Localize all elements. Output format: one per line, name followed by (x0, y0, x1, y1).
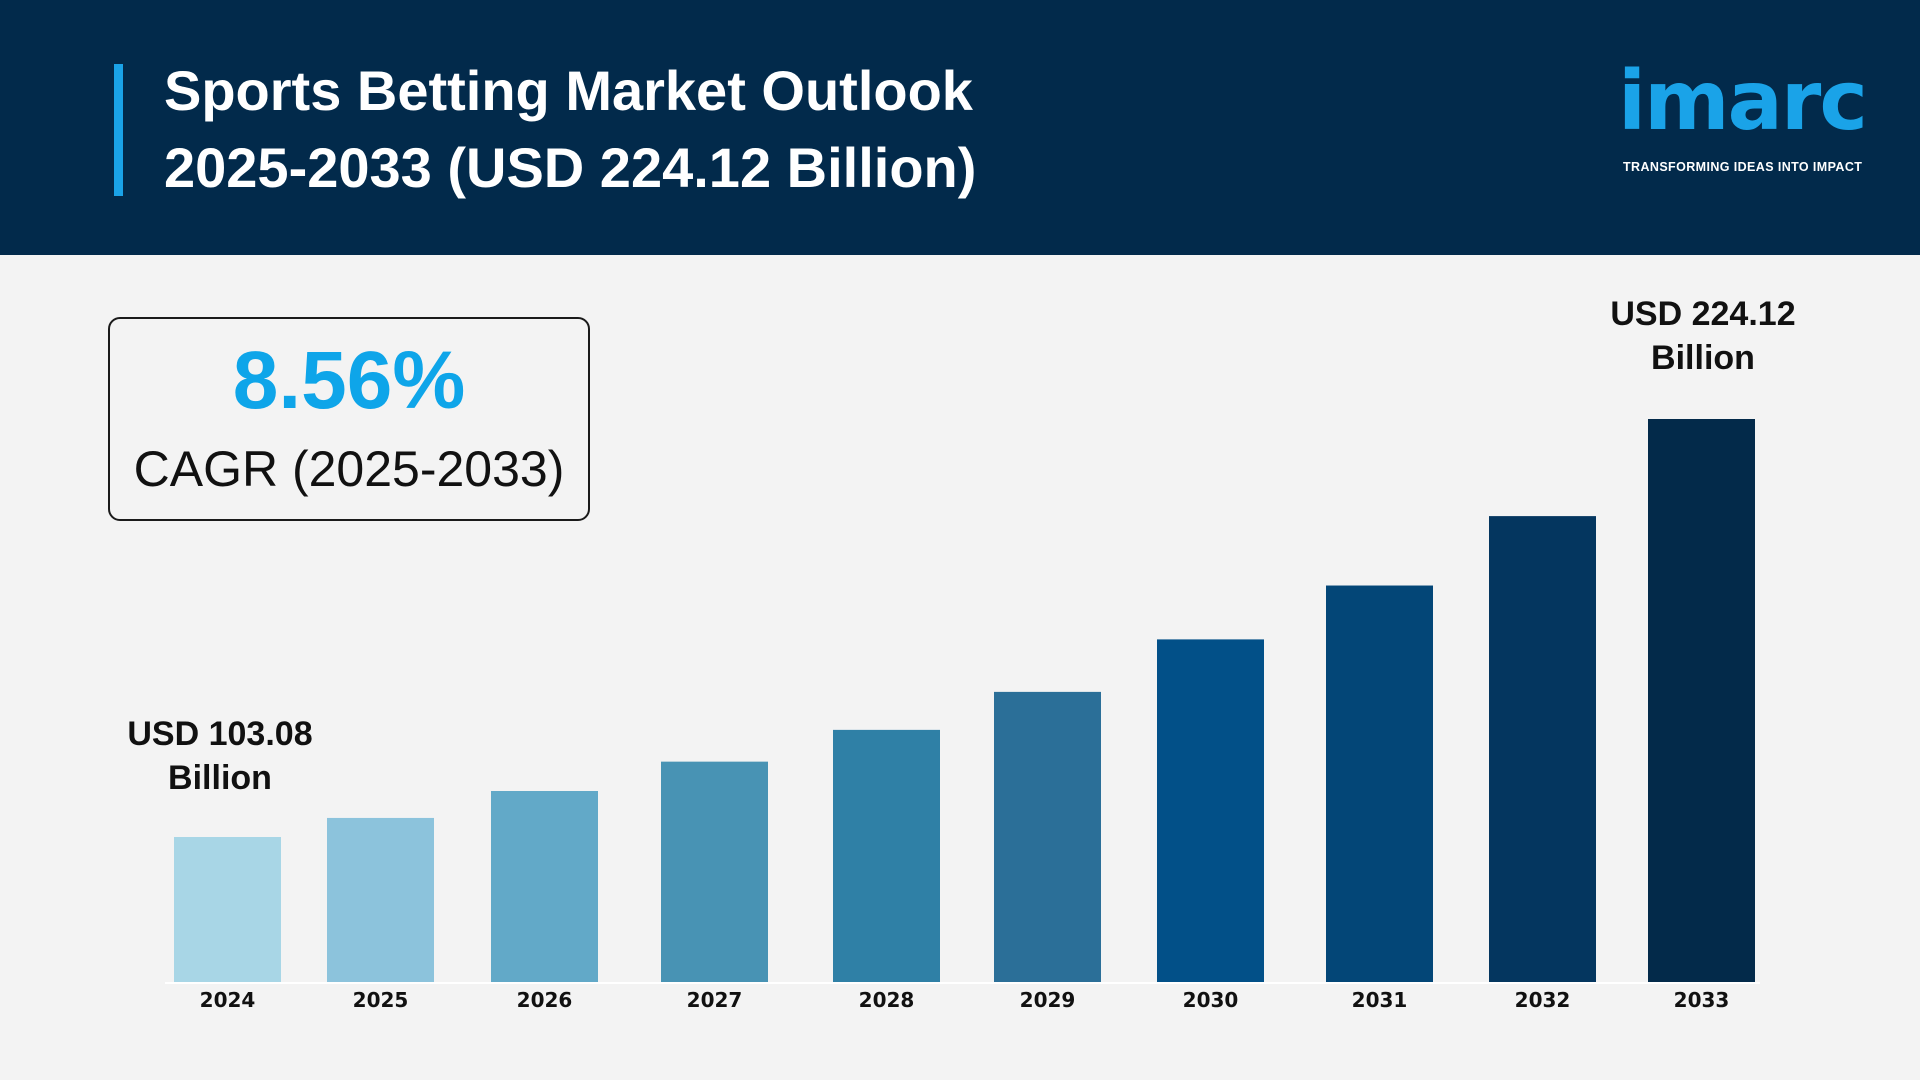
header-banner: Sports Betting Market Outlook 2025-2033 … (0, 0, 1920, 255)
data-label-2033-line2: Billion (1651, 339, 1755, 377)
title-accent-bar (114, 64, 123, 196)
x-tick-label-2025: 2025 (353, 988, 409, 1012)
cagr-label: CAGR (2025-2033) (133, 441, 565, 497)
page-title: Sports Betting Market Outlook 2025-2033 … (164, 52, 976, 206)
imarc-logo: imarc TRANSFORMING IDEAS INTO IMPACT (1618, 52, 1868, 182)
bar-2031 (1326, 585, 1433, 982)
data-label-2033: USD 224.12 Billion (1573, 292, 1833, 380)
x-tick-label-2028: 2028 (859, 988, 915, 1012)
x-tick-label-2031: 2031 (1352, 988, 1408, 1012)
bar-2030 (1157, 639, 1264, 982)
x-tick-label-2027: 2027 (687, 988, 743, 1012)
bar-2033 (1648, 419, 1755, 982)
bar-2029 (994, 691, 1101, 982)
bar-2032 (1489, 516, 1596, 982)
x-tick-label-2029: 2029 (1020, 988, 1076, 1012)
data-label-2024-line1: USD 103.08 (127, 715, 313, 753)
data-label-2033-line1: USD 224.12 (1610, 295, 1796, 333)
bar-2025 (327, 817, 434, 982)
x-tick-label-2032: 2032 (1515, 988, 1571, 1012)
cagr-value: 8.56% (232, 335, 466, 426)
data-label-2024: USD 103.08 Billion (90, 712, 350, 800)
x-tick-label-2030: 2030 (1183, 988, 1239, 1012)
logo-wordmark: imarc (1618, 54, 1868, 149)
bar-2026 (491, 791, 598, 982)
bar-2028 (833, 729, 940, 982)
title-line-1: Sports Betting Market Outlook (164, 59, 973, 122)
logo-tagline: TRANSFORMING IDEAS INTO IMPACT (1623, 160, 1863, 174)
bar-2024 (174, 837, 281, 982)
x-tick-label-2024: 2024 (200, 988, 256, 1012)
x-tick-label-2026: 2026 (517, 988, 573, 1012)
title-line-2: 2025-2033 (USD 224.12 Billion) (164, 136, 977, 199)
data-label-2024-line2: Billion (168, 759, 272, 797)
cagr-box: 8.56% CAGR (2025-2033) (108, 317, 590, 521)
x-tick-label-2033: 2033 (1674, 988, 1730, 1012)
bar-2027 (661, 761, 768, 982)
